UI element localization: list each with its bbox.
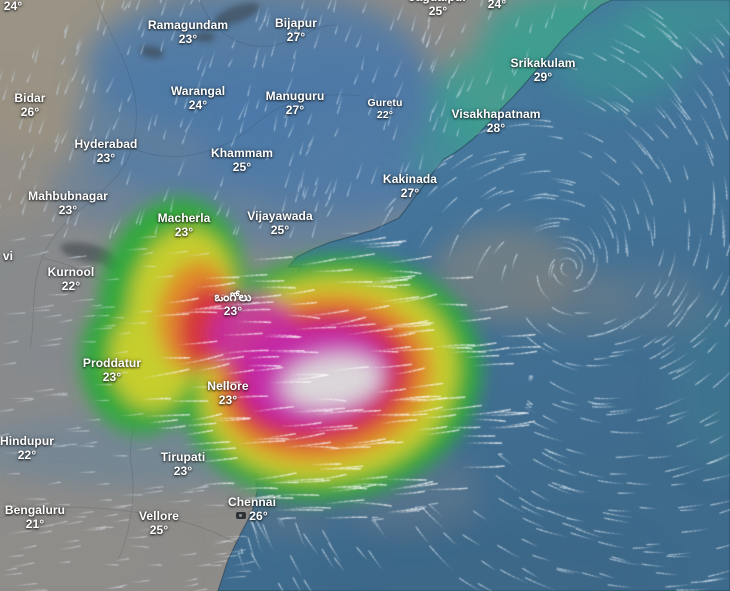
city-temp: 22° bbox=[376, 109, 394, 121]
city-temp: 23° bbox=[58, 203, 78, 217]
city-temp: 23° bbox=[223, 304, 243, 318]
city-name: Guretu bbox=[367, 97, 403, 109]
city-temp: 25° bbox=[149, 523, 169, 537]
city-temp: 25° bbox=[270, 223, 290, 237]
city-name: Bidar bbox=[14, 91, 46, 105]
city-label[interactable]: Khammam 25° bbox=[172, 146, 312, 174]
city-temp: 27° bbox=[286, 30, 306, 44]
city-name: Tirupati bbox=[160, 450, 206, 464]
city-label[interactable]: Nellore 23° bbox=[158, 379, 298, 407]
city-temp: 23° bbox=[218, 393, 238, 407]
city-temp: 29° bbox=[533, 70, 553, 84]
city-temp: 25° bbox=[232, 160, 252, 174]
city-label[interactable]: Manuguru 27° bbox=[225, 89, 365, 117]
city-temp: 25° bbox=[428, 4, 448, 18]
city-temp: 22° bbox=[61, 279, 81, 293]
city-name: Manuguru bbox=[265, 89, 325, 103]
city-name: Jagdalpur bbox=[368, 0, 508, 4]
city-label[interactable]: Macherla 23° bbox=[114, 211, 254, 239]
city-temp: 28° bbox=[486, 121, 506, 135]
city-temp: 23° bbox=[174, 225, 194, 239]
city-name: Proddatur bbox=[82, 356, 142, 370]
city-label[interactable]: ఒంగోలు 23° bbox=[163, 290, 303, 318]
city-name: Mahbubnagar bbox=[28, 189, 108, 203]
city-name: Bijapur bbox=[274, 16, 318, 30]
city-label[interactable]: Mahbubnagar 23° bbox=[0, 189, 138, 217]
city-label[interactable]: Bijapur 27° bbox=[226, 16, 366, 44]
city-name: Vellore bbox=[138, 509, 180, 523]
city-name: Chennai bbox=[227, 495, 277, 509]
city-name: Ramagundam bbox=[147, 18, 229, 32]
city-label[interactable]: Hyderabad 23° bbox=[36, 137, 176, 165]
city-label[interactable]: Tirupati 23° bbox=[113, 450, 253, 478]
city-name: Macherla bbox=[157, 211, 211, 225]
city-name: Warangal bbox=[170, 84, 226, 98]
city-name: Srikakulam bbox=[510, 56, 576, 70]
city-label[interactable]: Guretu 22° bbox=[315, 97, 455, 121]
city-name: Kurnool bbox=[47, 265, 95, 279]
city-label[interactable]: Vellore 25° bbox=[89, 509, 229, 537]
city-temp: 21° bbox=[25, 517, 45, 531]
city-label[interactable]: Srikakulam 29° bbox=[473, 56, 613, 84]
city-name: Khammam bbox=[210, 146, 274, 160]
city-label[interactable]: Bengaluru 21° bbox=[0, 503, 105, 531]
city-temp: 26° bbox=[20, 105, 40, 119]
city-name: Hyderabad bbox=[74, 137, 138, 151]
city-label[interactable]: vi bbox=[0, 249, 78, 263]
city-label[interactable]: Proddatur 23° bbox=[42, 356, 182, 384]
city-name: Kakinada bbox=[382, 172, 438, 186]
city-temp: 27° bbox=[400, 186, 420, 200]
city-name: Nellore bbox=[207, 379, 249, 393]
city-label[interactable]: Hindupur 22° bbox=[0, 434, 97, 462]
city-name: Vijayawada bbox=[247, 209, 313, 223]
city-name: Visakhapatnam bbox=[451, 107, 541, 121]
city-name: Hindupur bbox=[0, 434, 55, 448]
city-temp: 24° bbox=[3, 0, 23, 13]
city-label[interactable]: Bidar 26° bbox=[0, 91, 100, 119]
city-label[interactable]: Kurnool 22° bbox=[1, 265, 141, 293]
city-temp: 24° bbox=[487, 0, 507, 11]
city-label[interactable]: Chennai 26° bbox=[182, 495, 322, 523]
webcam-icon[interactable] bbox=[236, 512, 247, 519]
city-temp: 24° bbox=[188, 98, 208, 112]
city-temp: 23° bbox=[96, 151, 116, 165]
city-name: vi bbox=[2, 249, 14, 263]
city-temp: 27° bbox=[285, 103, 305, 117]
city-label[interactable]: 24° bbox=[427, 0, 567, 11]
city-label[interactable]: Kakinada 27° bbox=[340, 172, 480, 200]
city-name: Bengaluru bbox=[4, 503, 66, 517]
city-label[interactable]: Vijayawada 25° bbox=[210, 209, 350, 237]
city-label[interactable]: Ramagundam 23° bbox=[118, 18, 258, 46]
city-temp: 22° bbox=[17, 448, 37, 462]
city-label[interactable]: 24° bbox=[0, 0, 83, 13]
city-temp: 26° bbox=[182, 509, 322, 523]
city-label[interactable]: Visakhapatnam 28° bbox=[426, 107, 566, 135]
city-temp: 23° bbox=[178, 32, 198, 46]
city-label[interactable]: Jagdalpur25° bbox=[368, 0, 508, 18]
city-label[interactable]: Warangal 24° bbox=[128, 84, 268, 112]
city-name: ఒంగోలు bbox=[214, 290, 252, 304]
city-temp: 23° bbox=[173, 464, 193, 478]
city-temp: 23° bbox=[102, 370, 122, 384]
